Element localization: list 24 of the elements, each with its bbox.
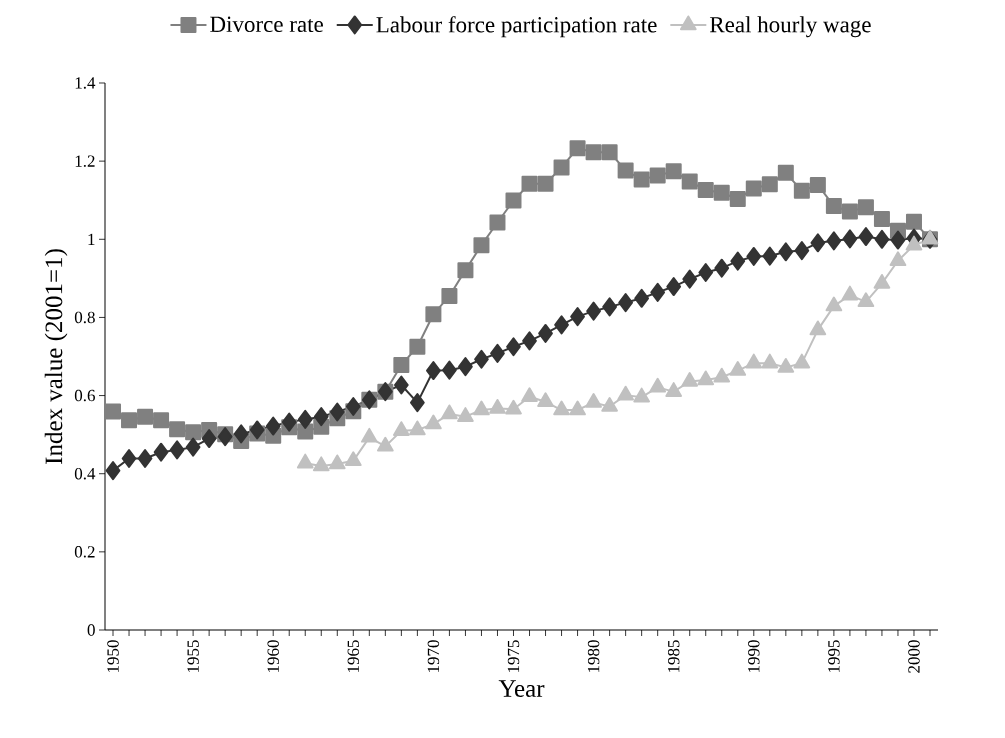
x-tick-label: 1960 xyxy=(267,640,279,673)
x-tick-label: 1985 xyxy=(667,640,680,673)
y-axis-title: Index value (2001=1) xyxy=(44,249,68,464)
x-tick-label: 1955 xyxy=(187,640,199,673)
y-tick-label: 0.8 xyxy=(74,311,95,324)
x-tick-label: 1950 xyxy=(107,640,119,673)
x-tick-label: 1980 xyxy=(587,640,600,673)
y-tick-label: 0.4 xyxy=(74,467,96,480)
y-tick-label: 1.2 xyxy=(75,155,95,167)
y-tick-label: 0.6 xyxy=(74,389,95,402)
x-tick-label: 1975 xyxy=(507,640,520,673)
x-tick-label: 1995 xyxy=(828,640,840,673)
y-tick-label: 1.4 xyxy=(75,77,96,89)
x-axis-title: Year xyxy=(498,680,545,697)
x-tick-label: 1970 xyxy=(427,640,440,673)
legend-label: Labour force participation rate xyxy=(376,16,657,38)
legend-label: Real hourly wage xyxy=(709,16,871,38)
y-tick-label: 0 xyxy=(87,624,95,636)
y-tick-label: 1 xyxy=(88,233,95,245)
x-tick-label: 1965 xyxy=(347,640,360,673)
legend-label: Divorce rate xyxy=(210,16,323,33)
y-tick-label: 0.2 xyxy=(74,546,95,558)
x-tick-label: 2000 xyxy=(908,640,920,673)
x-tick-label: 1990 xyxy=(748,640,760,673)
